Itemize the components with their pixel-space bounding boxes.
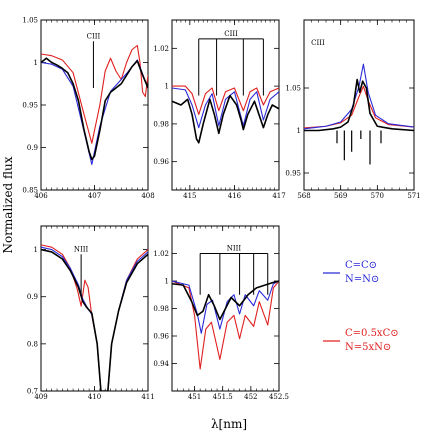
series-line-red xyxy=(172,85,279,115)
y-tick-label: 1 xyxy=(297,127,301,135)
panel-frame xyxy=(40,19,149,191)
series-line-blue xyxy=(41,59,148,166)
panel-5: 451 451.5 452 452.5 0.94 0.96 0.98 1 1.02 NIII xyxy=(153,225,289,401)
y-tick-label: 0.9 xyxy=(27,293,38,301)
line-annotation: CIII xyxy=(224,30,238,38)
series-line-black xyxy=(41,248,148,391)
y-tick-label: 0.8 xyxy=(27,340,38,348)
y-tick-label: 0.95 xyxy=(22,102,38,110)
y-tick-label: 0.96 xyxy=(153,158,169,166)
x-tick-label: 452 xyxy=(244,393,257,401)
spectrum-panels: 406 407 408 0.85 0.9 0.95 1 1.05 CIII 415 416 417 0.… xyxy=(22,17,420,402)
legend-label: N=N⊙ xyxy=(345,274,379,285)
x-tick-label: 417 xyxy=(272,192,285,200)
x-tick-label: 407 xyxy=(88,192,101,200)
y-tick-label: 0.7 xyxy=(27,388,38,396)
x-tick-label: 415 xyxy=(183,192,196,200)
panel-4: 409 410 411 0.7 0.8 0.9 1 NIII xyxy=(27,225,155,401)
y-axis-label: Normalized flux xyxy=(1,156,15,253)
x-tick-label: 451 xyxy=(188,393,201,401)
y-tick-label: 0.96 xyxy=(153,333,169,341)
legend: C=C⊙ N=N⊙ C=0.5xC⊙ N=5xN⊙ xyxy=(323,260,399,353)
panel-1: 406 407 408 0.85 0.9 0.95 1 1.05 CIII xyxy=(22,17,154,201)
x-tick-label: 451.5 xyxy=(213,393,233,401)
legend-entry-blue: C=C⊙ N=N⊙ xyxy=(323,260,379,285)
y-tick-label: 1.02 xyxy=(153,250,169,258)
legend-entry-red: C=0.5xC⊙ N=5xN⊙ xyxy=(323,328,399,353)
y-tick-label: 1 xyxy=(34,246,38,254)
y-tick-label: 1.05 xyxy=(22,17,38,25)
y-tick-label: 0.94 xyxy=(153,360,169,368)
plot-area xyxy=(41,244,148,391)
series-line-red xyxy=(41,44,148,144)
y-tick-label: 0.98 xyxy=(153,305,169,313)
panel-2: 415 416 417 0.96 0.98 1 1.02 CIII xyxy=(153,19,286,200)
x-tick-label: 408 xyxy=(141,192,154,200)
legend-label: N=5xN⊙ xyxy=(345,342,391,353)
panel-frame xyxy=(303,19,415,191)
x-tick-label: 406 xyxy=(34,192,48,200)
y-tick-label: 1 xyxy=(165,83,169,91)
y-tick-label: 0.9 xyxy=(27,144,38,152)
series-line-black xyxy=(41,57,148,161)
series-line-black xyxy=(304,78,414,132)
series-line-red xyxy=(172,280,279,370)
y-tick-label: 1.05 xyxy=(285,85,301,93)
x-tick-label: 410 xyxy=(88,393,101,401)
plot-area xyxy=(304,63,414,165)
x-tick-label: 570 xyxy=(371,192,384,200)
x-tick-label: 416 xyxy=(228,192,242,200)
legend-label: C=C⊙ xyxy=(345,260,377,271)
line-annotation: CIII xyxy=(311,39,325,47)
x-tick-label: 569 xyxy=(334,192,347,200)
y-tick-label: 0.95 xyxy=(285,170,301,178)
y-tick-label: 1 xyxy=(165,278,169,286)
x-tick-label: 411 xyxy=(141,393,154,401)
y-tick-label: 1 xyxy=(34,59,38,67)
series-line-black xyxy=(172,94,279,144)
y-tick-label: 1.02 xyxy=(153,45,169,53)
x-axis-label: λ[nm] xyxy=(211,417,247,431)
y-tick-label: 0.85 xyxy=(22,187,38,195)
plot-area xyxy=(41,44,148,166)
plot-area xyxy=(172,280,279,370)
panel-3: 568 569 570 571 0.95 1 1.05 CIII xyxy=(285,19,421,200)
x-tick-label: 568 xyxy=(297,192,310,200)
legend-label: C=0.5xC⊙ xyxy=(345,328,399,339)
x-tick-label: 409 xyxy=(34,393,47,401)
x-tick-label: 452.5 xyxy=(269,393,289,401)
series-line-red xyxy=(41,244,148,391)
y-tick-label: 0.98 xyxy=(153,120,169,128)
line-annotation: NIII xyxy=(227,245,242,253)
series-line-blue xyxy=(304,63,414,130)
x-tick-label: 571 xyxy=(407,192,420,200)
series-line-blue xyxy=(172,87,279,129)
line-annotation: NIII xyxy=(74,245,89,253)
plot-area xyxy=(172,85,279,144)
series-line-black xyxy=(172,280,279,321)
line-annotation: CIII xyxy=(87,32,101,40)
